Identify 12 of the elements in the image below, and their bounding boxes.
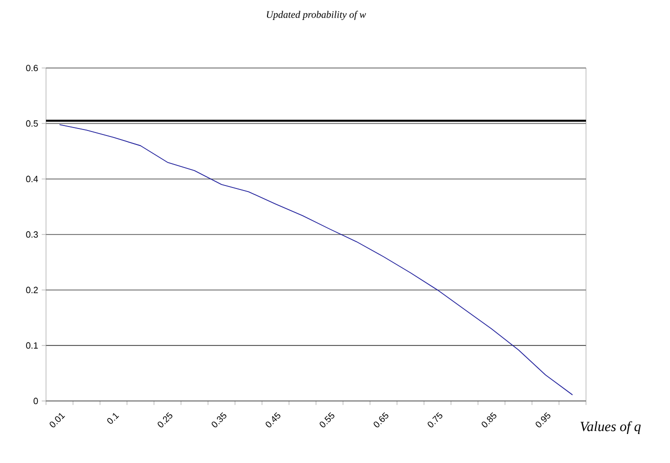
- x-tick-label: 0.1: [107, 413, 120, 424]
- x-axis-title: Values of q: [580, 421, 641, 434]
- y-tick-label: 0.5: [26, 120, 38, 127]
- y-tick-label: 0.3: [26, 231, 38, 238]
- y-tick-label: 0.1: [26, 342, 38, 349]
- y-tick-label: 0.6: [26, 64, 38, 72]
- y-tick-label: 0.2: [26, 286, 38, 294]
- chart-title: Updated probability of w: [266, 10, 366, 20]
- x-tick-label: 0.01: [50, 413, 66, 428]
- line-series: [59, 124, 573, 396]
- y-tick-label: 0: [34, 398, 38, 404]
- y-tick-label: 0.4: [26, 176, 38, 182]
